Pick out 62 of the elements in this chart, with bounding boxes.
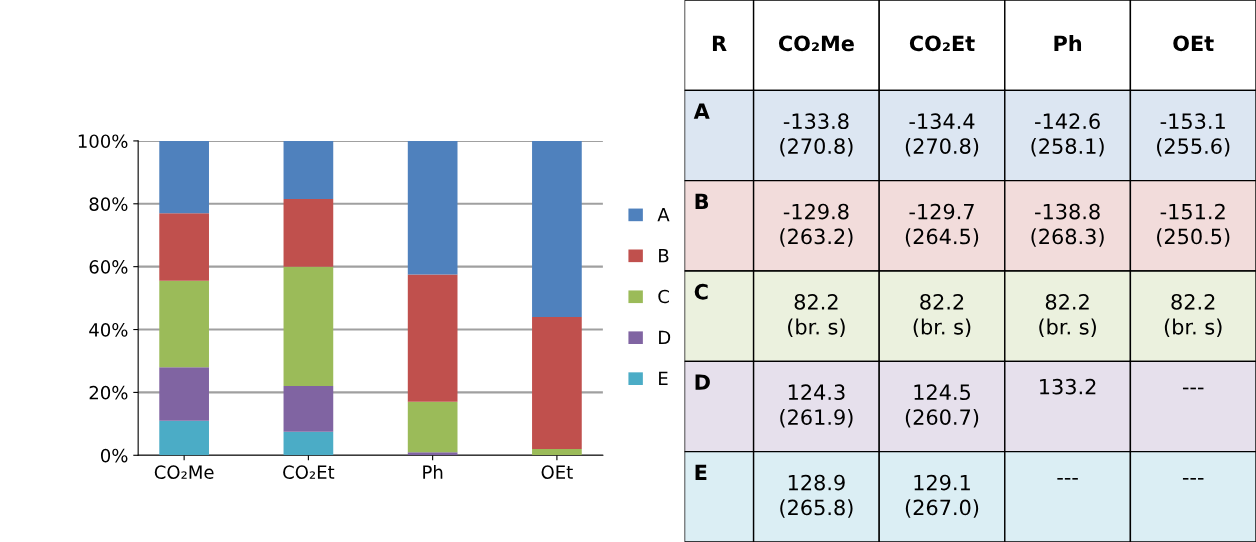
text: --- <box>1182 387 1204 390</box>
y-tick-label: 20% <box>89 385 128 400</box>
text: -153.1 (255.6) <box>1157 113 1230 157</box>
text: -142.6 (258.1) <box>1031 113 1104 157</box>
bar <box>283 140 334 200</box>
text: -133.8 (270.8) <box>780 113 853 157</box>
text: 82.2 (br. s) <box>788 294 845 338</box>
bar <box>407 140 458 275</box>
bar <box>532 316 582 449</box>
bar <box>159 367 209 421</box>
category-label: D <box>695 374 710 390</box>
category-label: B <box>695 193 709 209</box>
legend-label: D <box>659 330 671 345</box>
text: 133.2 <box>1040 378 1096 395</box>
legend-label: B <box>659 248 669 263</box>
y-tick-label: 100% <box>78 134 128 149</box>
text: 129.1 (267.0) <box>905 474 979 518</box>
text: --- <box>1057 477 1078 480</box>
text: 82.2 (br. s) <box>1039 294 1096 338</box>
legend-label: A <box>657 208 670 222</box>
text: 82.2 (br. s) <box>1164 294 1222 338</box>
bar <box>532 448 582 456</box>
text: 82.2 (br. s) <box>913 294 971 338</box>
bar <box>159 420 209 456</box>
bar <box>407 452 458 456</box>
text: -129.8 (263.2) <box>780 203 853 247</box>
category-label: C <box>694 283 708 300</box>
bar <box>283 386 334 432</box>
y-tick-label: 0% <box>100 448 128 463</box>
bar <box>283 199 334 267</box>
category-label: CO₂Et <box>909 35 975 52</box>
text: -138.8 (268.3) <box>1031 203 1104 247</box>
legend-label: E <box>659 371 668 385</box>
legend-label: C <box>658 289 669 304</box>
text: R <box>712 35 727 51</box>
text: -151.2 (250.5) <box>1157 203 1230 247</box>
x-tick-label: OEt <box>541 465 573 479</box>
text: 124.5 (260.7) <box>905 384 979 428</box>
category-label: A <box>693 103 710 119</box>
text: 124.3 (261.9) <box>780 384 853 428</box>
bar <box>159 140 209 214</box>
category-label: CO₂Me <box>778 35 854 52</box>
text: -134.4 (270.8) <box>905 113 979 157</box>
y-tick-label: 60% <box>89 260 128 274</box>
bar <box>159 213 209 281</box>
bar <box>283 266 334 387</box>
x-tick-label: CO₂Et <box>283 465 335 479</box>
x-tick-label: CO₂Me <box>154 465 214 479</box>
bar <box>532 140 582 317</box>
text: -129.7 (264.5) <box>905 203 979 247</box>
bar <box>283 431 334 456</box>
text: 128.9 (265.8) <box>780 474 853 518</box>
category-label: E <box>695 464 707 480</box>
category-label: Ph <box>1054 35 1082 51</box>
text: --- <box>1182 477 1204 480</box>
bar <box>407 401 458 453</box>
category-label: OEt <box>1173 35 1214 52</box>
bar <box>159 280 209 368</box>
x-tick-label: Ph <box>423 465 443 479</box>
y-tick-label: 40% <box>89 323 128 337</box>
y-tick-label: 80% <box>89 197 128 211</box>
bar <box>407 274 458 402</box>
